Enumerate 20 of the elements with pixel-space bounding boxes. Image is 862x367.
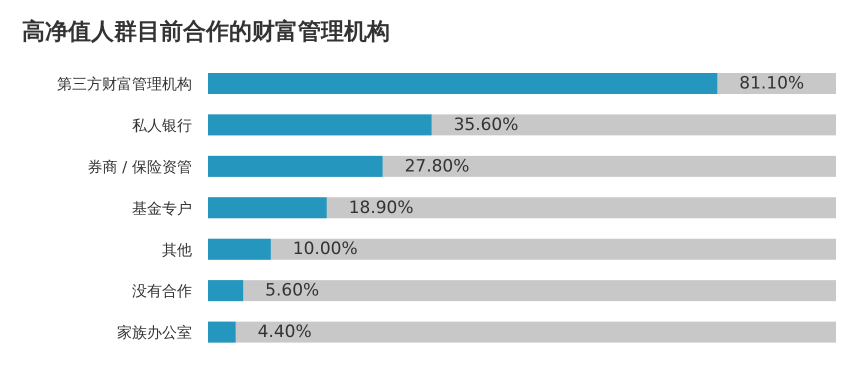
y-tick-label: 券商 / 保险资管 bbox=[87, 158, 192, 176]
y-tick-label: 基金专户 bbox=[132, 199, 192, 218]
y-tick-label: 家族办公室 bbox=[117, 324, 192, 342]
data-label: 5.60% bbox=[265, 280, 320, 301]
chart-title: 高净值人群目前合作的财富管理机构 bbox=[21, 18, 391, 47]
bar bbox=[208, 156, 383, 177]
bar bbox=[208, 280, 244, 302]
data-label: 18.90% bbox=[348, 198, 414, 218]
bar bbox=[208, 238, 271, 260]
y-tick-label: 第三方财富管理机构 bbox=[57, 75, 192, 94]
y-tick-label: 其他 bbox=[162, 240, 192, 259]
data-label: 27.80% bbox=[404, 156, 470, 176]
data-label: 35.60% bbox=[454, 114, 518, 135]
data-label: 81.10% bbox=[739, 74, 804, 94]
data-label: 4.40% bbox=[258, 322, 312, 342]
data-label: 10.00% bbox=[292, 239, 358, 260]
bar bbox=[208, 322, 236, 343]
bar bbox=[208, 197, 327, 218]
y-tick-label: 没有合作 bbox=[132, 282, 192, 300]
y-tick-label: 私人银行 bbox=[132, 116, 192, 134]
